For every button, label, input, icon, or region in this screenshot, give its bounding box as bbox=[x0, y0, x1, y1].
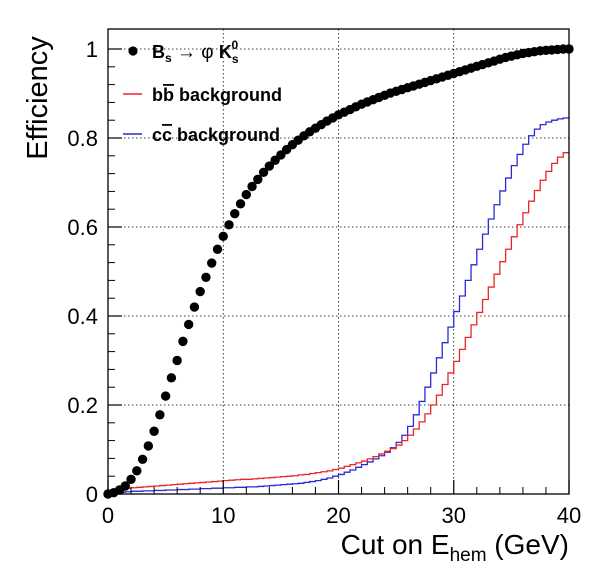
y-axis-label: Efficiency bbox=[22, 36, 54, 160]
legend-marker-signal bbox=[128, 46, 138, 56]
data-point-signal-5 bbox=[132, 466, 142, 476]
data-point-signal-20 bbox=[218, 231, 228, 242]
data-point-signal-18 bbox=[207, 258, 217, 268]
data-point-signal-13 bbox=[178, 336, 188, 347]
data-point-signal-19 bbox=[212, 244, 223, 254]
x-tick-label-0: 0 bbox=[102, 503, 114, 528]
data-point-signal-16 bbox=[195, 286, 205, 297]
tick-labels: 0 10 20 30 40 0 0.2 0.4 0.6 0.8 1 bbox=[67, 37, 581, 528]
legend-entry-cc: cc background bbox=[123, 125, 280, 145]
series-signal bbox=[103, 44, 574, 499]
data-point-signal-26 bbox=[253, 174, 263, 185]
data-point-signal-27 bbox=[258, 167, 269, 177]
data-point-signal-8 bbox=[149, 426, 159, 436]
data-point-signal-14 bbox=[183, 319, 194, 330]
legend-entry-signal: Bs → φ Ks0 bbox=[128, 38, 239, 66]
legend-entry-bb: bb background bbox=[123, 85, 282, 105]
grid-lines bbox=[108, 29, 569, 494]
data-point-signal-9 bbox=[155, 410, 165, 420]
data-point-signal-15 bbox=[189, 302, 200, 312]
x-axis-label-subscript: hem bbox=[450, 545, 487, 566]
data-point-signal-3 bbox=[120, 481, 130, 491]
y-tick-label-3: 0.6 bbox=[67, 215, 98, 240]
y-tick-label-0: 0 bbox=[86, 482, 98, 507]
legend-label-bb: bb background bbox=[152, 85, 282, 105]
data-point-signal-7 bbox=[143, 441, 154, 451]
legend: Bs → φ Ks0 bb background cc background bbox=[123, 38, 282, 145]
series-layer bbox=[103, 44, 574, 499]
data-point-signal-28 bbox=[264, 161, 275, 171]
series-line-bb bbox=[107, 152, 569, 494]
x-axis-label-main: Cut on E bbox=[341, 529, 450, 560]
x-axis-label-tail: (GeV) bbox=[487, 529, 569, 560]
data-point-signal-6 bbox=[137, 454, 148, 464]
data-point-signal-17 bbox=[201, 272, 211, 282]
axis-ticks bbox=[107, 48, 570, 495]
data-point-signal-4 bbox=[126, 474, 136, 485]
legend-label-cc: cc background bbox=[152, 125, 280, 145]
x-tick-label-4: 40 bbox=[557, 503, 581, 528]
series-line-cc bbox=[107, 117, 569, 494]
y-tick-label-4: 0.8 bbox=[67, 126, 98, 151]
series-bb bbox=[107, 152, 569, 494]
x-tick-label-3: 30 bbox=[442, 503, 466, 528]
series-cc bbox=[107, 117, 569, 494]
y-tick-label-1: 0.2 bbox=[67, 393, 98, 418]
data-point-signal-21 bbox=[224, 220, 234, 230]
y-tick-label-5: 1 bbox=[86, 37, 98, 62]
data-point-signal-24 bbox=[241, 189, 251, 200]
x-tick-label-2: 20 bbox=[326, 503, 350, 528]
data-point-signal-25 bbox=[247, 181, 257, 192]
data-point-signal-22 bbox=[230, 208, 240, 219]
data-point-signal-11 bbox=[166, 373, 177, 383]
y-tick-label-2: 0.4 bbox=[67, 304, 98, 329]
data-point-signal-10 bbox=[160, 391, 171, 401]
data-point-signal-23 bbox=[235, 199, 246, 209]
legend-label-signal: Bs → φ Ks0 bbox=[152, 38, 239, 66]
x-axis-label: Cut on Ehem (GeV) bbox=[341, 529, 569, 566]
x-tick-label-1: 10 bbox=[211, 503, 235, 528]
data-point-signal-12 bbox=[172, 355, 182, 366]
